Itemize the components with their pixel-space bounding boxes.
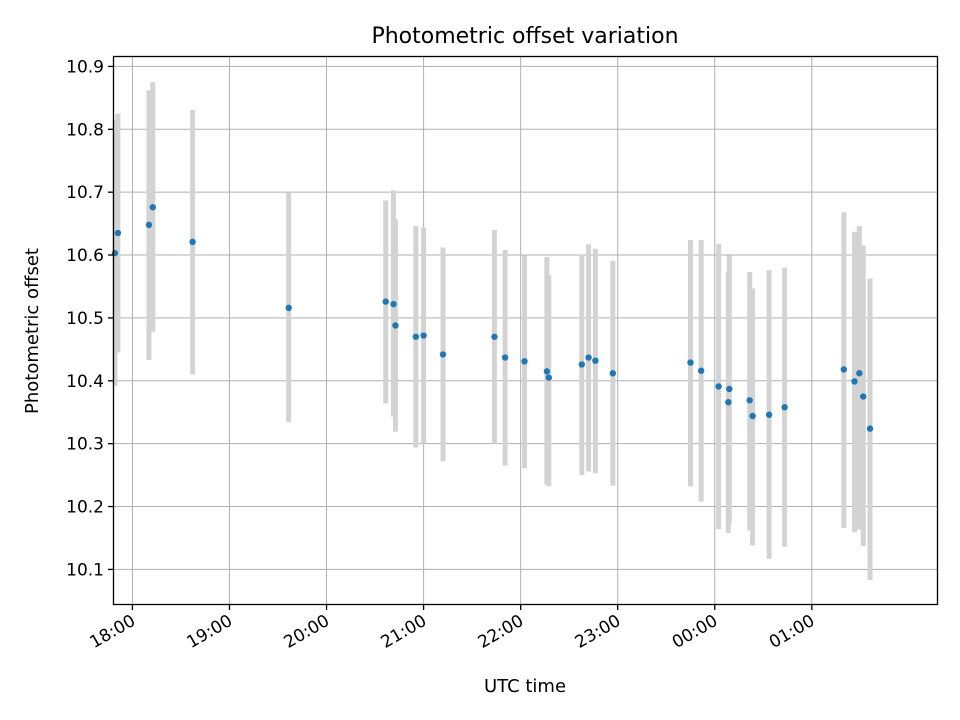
data-point xyxy=(382,298,389,305)
data-point xyxy=(866,425,874,432)
data-point xyxy=(420,332,427,339)
data-point xyxy=(149,204,157,211)
data-point xyxy=(749,412,756,420)
data-point xyxy=(765,411,773,418)
y-tick-label: 10.6 xyxy=(66,246,104,266)
data-point xyxy=(412,333,420,340)
data-point xyxy=(392,322,399,329)
y-axis: 10.1 10.2 10.3 10.4 10.5 10.6 10.7 10.8 10.9 xyxy=(66,57,114,580)
data-point xyxy=(501,354,509,361)
y-tick-label: 10.1 xyxy=(66,560,104,580)
data-point xyxy=(285,304,292,312)
chart-title: Photometric offset variation xyxy=(371,24,678,49)
data-point xyxy=(687,359,694,366)
data-point xyxy=(114,229,122,237)
data-point xyxy=(491,333,498,340)
data-point xyxy=(521,358,528,365)
data-point xyxy=(746,397,753,404)
y-axis-label: Photometric offset xyxy=(22,248,43,414)
data-point xyxy=(543,368,551,375)
data-point xyxy=(609,370,617,377)
y-tick-label: 10.9 xyxy=(66,57,104,77)
y-tick-label: 10.2 xyxy=(66,498,104,518)
data-point xyxy=(578,361,585,368)
data-point xyxy=(856,370,863,377)
x-axis-label: UTC time xyxy=(484,676,566,697)
data-point xyxy=(781,404,788,411)
data-point xyxy=(390,300,397,308)
data-point xyxy=(439,351,447,358)
y-tick-label: 10.7 xyxy=(66,183,104,203)
data-point xyxy=(725,398,732,406)
data-point xyxy=(715,383,722,390)
data-point xyxy=(585,354,592,361)
data-points xyxy=(111,204,874,432)
y-tick-label: 10.5 xyxy=(66,309,104,329)
y-tick-label: 10.4 xyxy=(66,372,104,392)
data-point xyxy=(545,374,552,381)
data-point xyxy=(145,221,153,229)
data-point xyxy=(851,378,858,385)
y-tick-label: 10.3 xyxy=(66,435,104,455)
data-point xyxy=(860,393,867,400)
y-tick-label: 10.8 xyxy=(66,120,104,140)
data-point xyxy=(592,357,599,364)
plot-frame xyxy=(112,55,939,606)
data-point xyxy=(840,366,848,373)
data-point xyxy=(189,238,196,246)
data-point xyxy=(697,367,705,374)
data-point xyxy=(726,385,733,393)
